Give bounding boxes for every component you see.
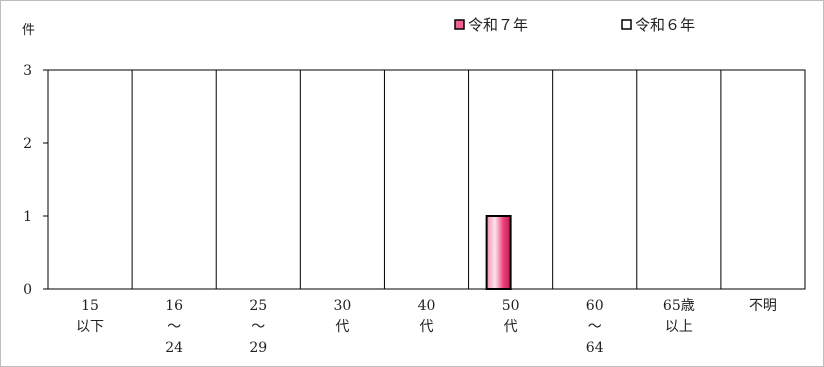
x-tick-label: 代 <box>420 319 434 335</box>
x-tick-label: 65歳 <box>663 298 695 314</box>
x-tick-label: 以下 <box>76 319 104 335</box>
x-tick-label: ～ <box>167 319 181 335</box>
x-tick-label: 64 <box>586 340 604 356</box>
bar-2025 <box>485 215 512 290</box>
legend-swatch-2024 <box>621 19 632 30</box>
x-tick-label: 以上 <box>665 319 693 335</box>
y-unit-label: 件 <box>22 23 35 38</box>
x-tick-label: 16 <box>165 298 183 314</box>
legend: 令和７年 令和６年 <box>454 16 695 34</box>
x-tick-label: 15 <box>81 298 99 314</box>
x-tick-label: 40 <box>418 298 436 314</box>
x-tick-label: 24 <box>165 340 183 356</box>
legend-label-2024: 令和６年 <box>635 16 695 34</box>
x-tick-label: 29 <box>249 340 267 356</box>
y-tick-label: 0 <box>23 282 32 298</box>
x-tick-label: 不明 <box>749 298 777 314</box>
y-tick-label: 3 <box>23 63 32 79</box>
x-tick-label: 代 <box>335 319 349 335</box>
x-tick-label: 60 <box>586 298 604 314</box>
plot-area <box>47 69 806 290</box>
y-tick-label: 2 <box>23 136 32 152</box>
legend-label-2025: 令和７年 <box>468 16 528 34</box>
x-tick-label: 50 <box>502 298 520 314</box>
y-tick-label: 1 <box>23 209 32 225</box>
category-gridlines <box>131 70 722 289</box>
bars <box>485 215 512 290</box>
x-tick-label: ～ <box>251 319 265 335</box>
x-tick-label: 25 <box>249 298 267 314</box>
y-axis-ticks: 0 1 2 3 <box>23 63 48 298</box>
x-tick-label: ～ <box>588 319 602 335</box>
legend-swatch-2025 <box>454 19 465 30</box>
x-tick-label: 30 <box>333 298 351 314</box>
x-tick-label: 代 <box>504 319 518 335</box>
